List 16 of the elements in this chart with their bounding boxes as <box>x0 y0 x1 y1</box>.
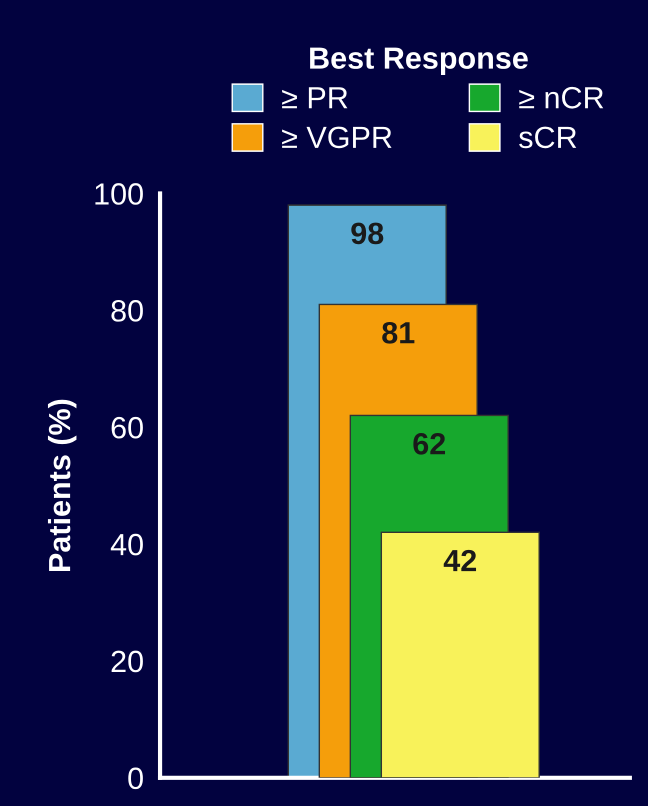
legend-label: ≥ VGPR <box>282 126 392 148</box>
y-tick-label: 60 <box>112 416 143 439</box>
legend-label: ≥ PR <box>282 87 348 108</box>
data-label: 42 <box>444 550 476 572</box>
y-tick-label: 0 <box>128 768 143 790</box>
y-tick-label: 40 <box>110 534 143 556</box>
y-axis-title: Patients (%) <box>48 400 76 572</box>
y-tick-label: 100 <box>95 183 143 205</box>
legend-label: ≥ nCR <box>519 86 604 109</box>
y-tick-label: 20 <box>112 650 143 672</box>
data-label: 98 <box>351 222 384 244</box>
data-label: 81 <box>382 322 414 344</box>
legend-title: Best Response <box>310 48 528 75</box>
legend-label: sCR <box>519 126 576 148</box>
data-label: 62 <box>413 432 446 455</box>
y-tick-label: 80 <box>111 300 143 322</box>
